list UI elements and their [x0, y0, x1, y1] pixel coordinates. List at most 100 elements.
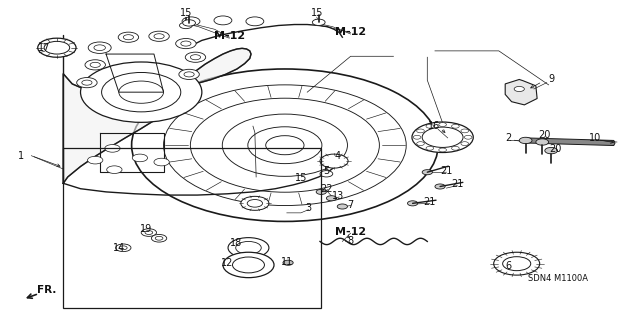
Circle shape — [545, 147, 557, 154]
Circle shape — [132, 69, 438, 221]
Text: 1: 1 — [18, 151, 24, 161]
Circle shape — [145, 231, 153, 234]
Circle shape — [236, 241, 261, 254]
Circle shape — [536, 139, 548, 145]
Circle shape — [88, 156, 103, 164]
Circle shape — [116, 244, 131, 252]
Circle shape — [439, 123, 447, 126]
Circle shape — [228, 238, 269, 258]
Circle shape — [124, 35, 134, 40]
Circle shape — [320, 154, 348, 168]
Circle shape — [118, 32, 139, 42]
Circle shape — [152, 234, 167, 242]
Circle shape — [149, 31, 170, 41]
Circle shape — [88, 42, 111, 53]
Circle shape — [266, 136, 304, 155]
Circle shape — [132, 154, 148, 162]
Text: FR.: FR. — [37, 286, 56, 295]
Circle shape — [102, 72, 180, 112]
Circle shape — [493, 252, 540, 275]
Text: 2: 2 — [505, 133, 511, 143]
Circle shape — [514, 86, 524, 92]
Text: 21: 21 — [440, 166, 452, 176]
Circle shape — [452, 146, 460, 150]
Circle shape — [426, 146, 434, 150]
Circle shape — [422, 170, 433, 175]
Text: 15: 15 — [294, 173, 307, 183]
Circle shape — [44, 41, 70, 54]
Circle shape — [154, 158, 170, 166]
Text: 6: 6 — [506, 261, 511, 271]
Circle shape — [185, 52, 205, 62]
Circle shape — [316, 189, 326, 195]
Text: 12: 12 — [221, 258, 234, 268]
Circle shape — [182, 17, 200, 26]
Circle shape — [184, 72, 194, 77]
Circle shape — [312, 19, 325, 26]
Circle shape — [105, 145, 120, 152]
Text: 5: 5 — [323, 166, 330, 176]
Circle shape — [85, 60, 106, 70]
Circle shape — [232, 257, 264, 273]
Circle shape — [283, 260, 293, 265]
Circle shape — [326, 196, 337, 201]
Circle shape — [337, 204, 348, 209]
Polygon shape — [524, 138, 615, 145]
Circle shape — [417, 129, 424, 133]
Circle shape — [461, 129, 468, 133]
Circle shape — [179, 69, 199, 79]
Text: 9: 9 — [548, 74, 554, 85]
Circle shape — [94, 45, 106, 50]
Text: 21: 21 — [424, 197, 436, 207]
Text: 10: 10 — [588, 133, 601, 143]
Text: 15: 15 — [310, 8, 323, 19]
Text: 18: 18 — [230, 238, 242, 248]
Circle shape — [412, 122, 473, 152]
Text: 14: 14 — [113, 243, 125, 253]
Circle shape — [107, 166, 122, 174]
Circle shape — [119, 81, 164, 103]
Text: 19: 19 — [140, 224, 152, 234]
Circle shape — [164, 85, 406, 205]
Circle shape — [465, 135, 472, 139]
Text: M-12: M-12 — [335, 227, 366, 237]
Circle shape — [180, 41, 191, 46]
Circle shape — [426, 124, 434, 128]
Text: 20: 20 — [539, 130, 551, 140]
Circle shape — [156, 236, 163, 240]
Circle shape — [452, 124, 460, 128]
Circle shape — [246, 17, 264, 26]
Text: 20: 20 — [549, 144, 561, 154]
Bar — [63, 148, 321, 308]
Circle shape — [435, 184, 445, 189]
Circle shape — [190, 55, 200, 60]
Text: 17: 17 — [38, 43, 51, 53]
Circle shape — [222, 114, 348, 176]
Circle shape — [413, 135, 421, 139]
Circle shape — [320, 171, 333, 177]
Circle shape — [120, 246, 127, 250]
Circle shape — [461, 142, 468, 145]
Polygon shape — [505, 79, 537, 105]
Circle shape — [81, 62, 202, 122]
Circle shape — [408, 201, 418, 206]
Circle shape — [90, 62, 100, 67]
Circle shape — [154, 34, 164, 39]
Text: 8: 8 — [348, 236, 354, 247]
Circle shape — [38, 38, 76, 57]
Text: 15: 15 — [180, 8, 192, 19]
Text: M-12: M-12 — [335, 27, 366, 37]
Circle shape — [439, 148, 447, 152]
Text: 7: 7 — [348, 200, 354, 210]
Circle shape — [241, 196, 269, 210]
Text: M-12: M-12 — [214, 31, 245, 41]
Text: 21: 21 — [451, 179, 463, 189]
Text: 13: 13 — [332, 191, 344, 201]
Polygon shape — [63, 48, 251, 183]
Text: 11: 11 — [281, 257, 293, 267]
Text: 4: 4 — [335, 151, 341, 161]
Circle shape — [214, 16, 232, 25]
Circle shape — [82, 80, 92, 85]
Circle shape — [417, 142, 424, 145]
Circle shape — [141, 229, 157, 236]
